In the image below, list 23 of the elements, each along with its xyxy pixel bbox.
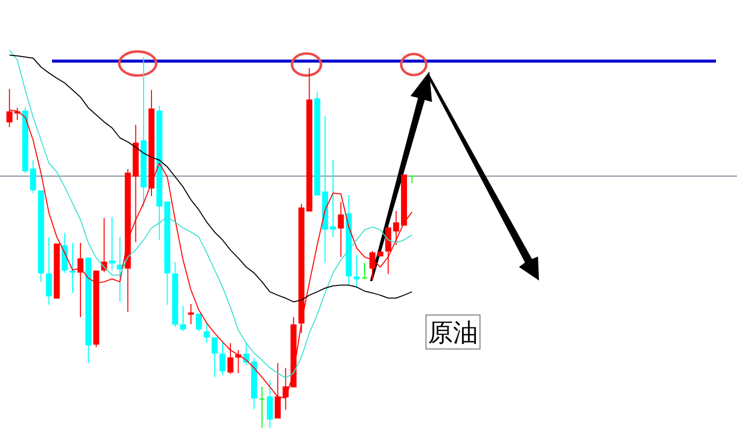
candlestick [354,254,360,289]
candlestick [46,236,52,306]
candlestick [180,305,186,332]
candlestick [70,242,76,294]
candlestick [266,380,273,428]
candlestick [408,176,415,184]
candlestick [362,262,368,280]
candlestick [330,160,336,238]
candlestick [338,202,344,258]
candlestick [188,304,194,325]
candlestick [204,322,210,344]
candlestick [220,341,226,376]
candlestick [369,250,376,280]
text: 原油 [428,318,478,347]
candlestick [196,314,202,332]
candlestick [109,216,116,270]
candlestick [258,386,265,428]
candlestick [385,226,392,275]
candlestick [393,210,400,246]
candlestick [30,160,36,194]
candlestick [227,342,234,374]
candlestick [212,336,218,378]
candlestick [116,236,123,302]
